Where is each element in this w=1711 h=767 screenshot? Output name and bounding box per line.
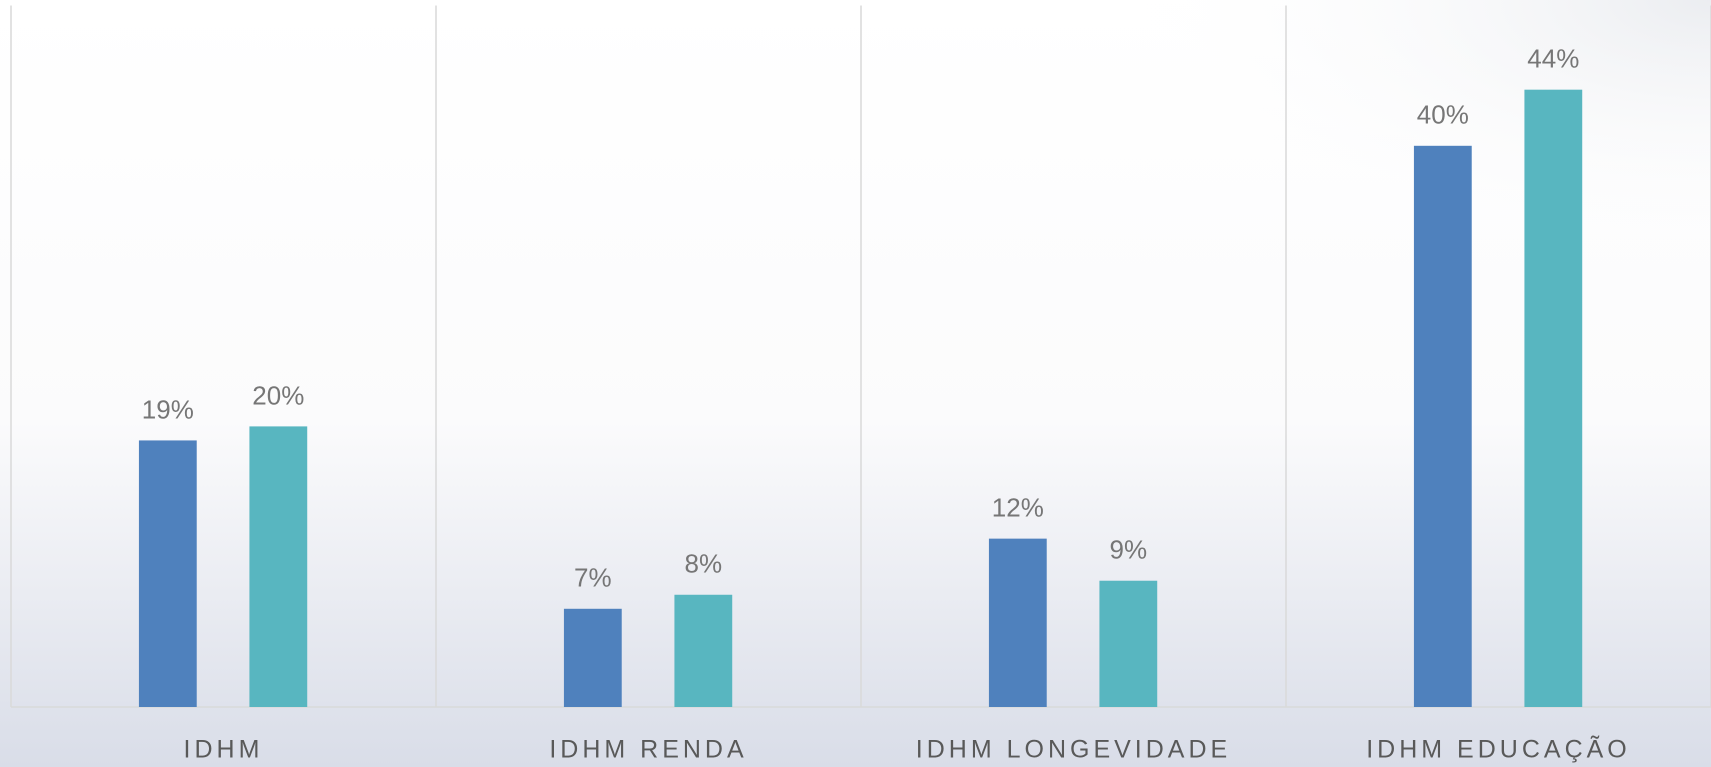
x-tick-label: IDHM RENDA xyxy=(549,736,747,764)
x-tick-label: IDHM LONGEVIDADE xyxy=(916,736,1231,764)
x-tick-label: IDHM EDUCAÇÃO xyxy=(1366,735,1631,764)
data-label: 44% xyxy=(1527,44,1579,74)
x-tick-label: IDHM xyxy=(184,736,264,764)
bar xyxy=(249,426,308,707)
bar xyxy=(1099,580,1158,707)
data-label: 8% xyxy=(685,549,723,579)
bar xyxy=(1524,89,1583,708)
data-label: 9% xyxy=(1110,535,1148,565)
data-label: 40% xyxy=(1417,100,1469,130)
data-label: 7% xyxy=(574,563,612,593)
bar xyxy=(674,594,733,707)
data-label: 20% xyxy=(252,380,304,410)
data-label: 19% xyxy=(142,394,194,424)
bar xyxy=(1413,145,1472,708)
bar xyxy=(138,440,197,707)
data-label: 12% xyxy=(992,493,1044,523)
bar xyxy=(563,608,622,707)
bar xyxy=(988,538,1047,707)
